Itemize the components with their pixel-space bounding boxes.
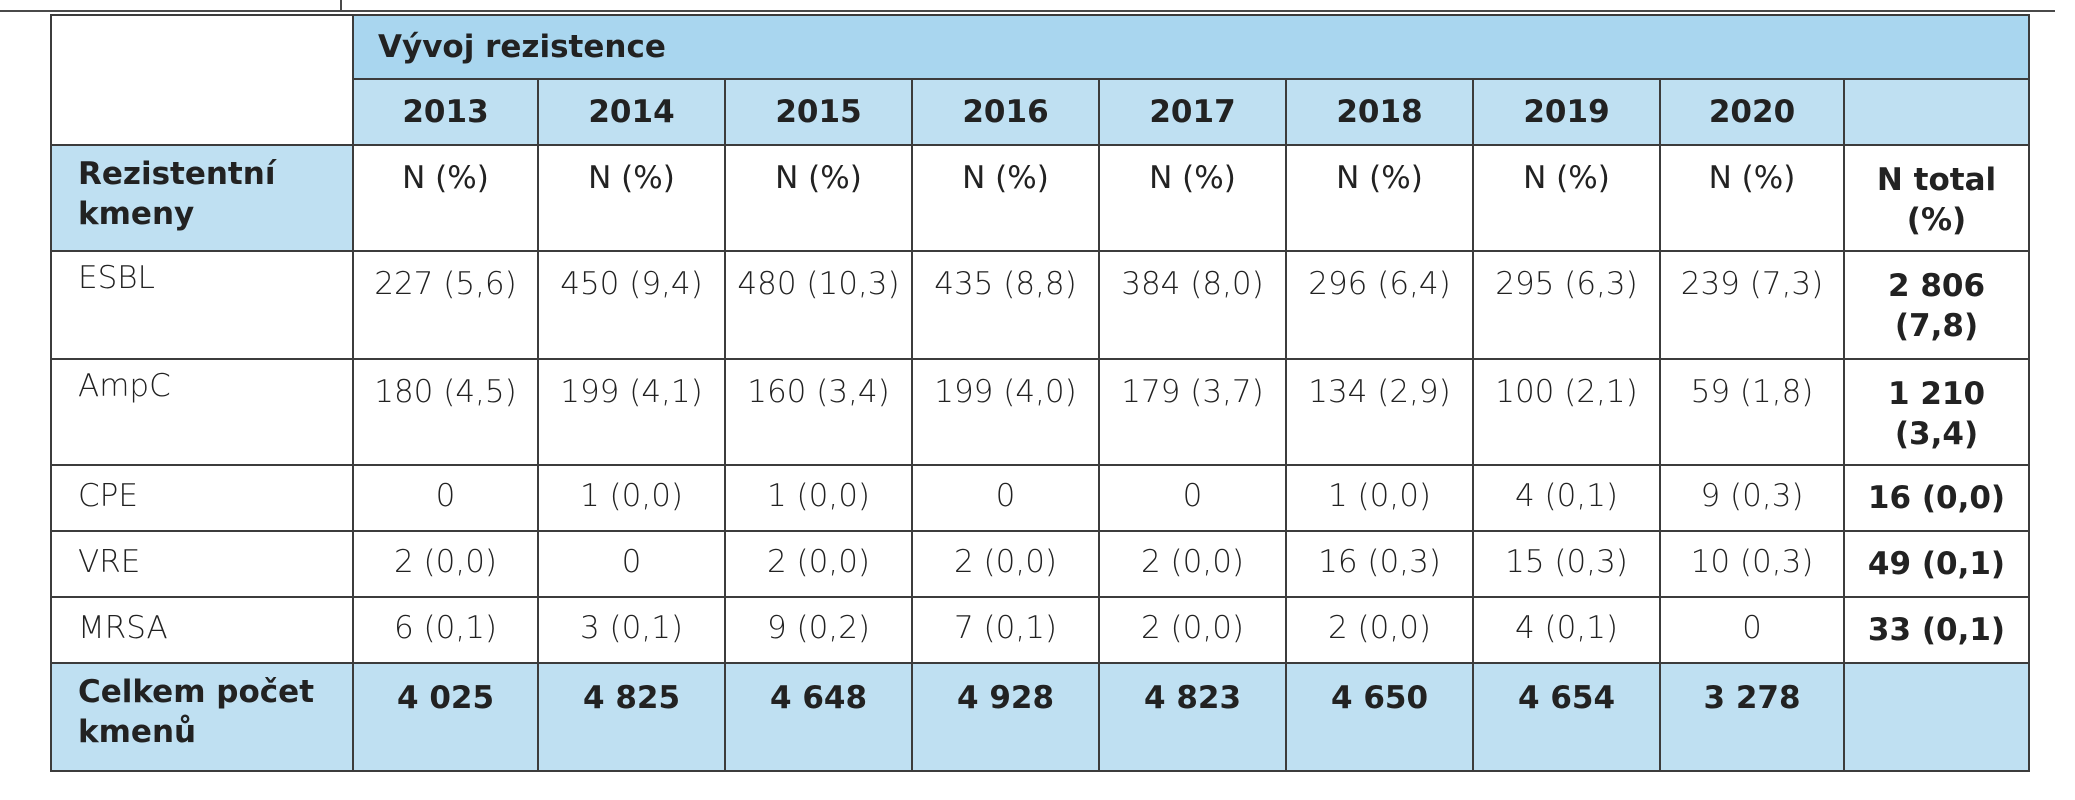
row-label-mrsa: MRSA [50, 596, 354, 664]
top-rule-tick [340, 0, 342, 10]
table-cell: 296 (6,4) [1285, 250, 1474, 360]
year-empty-cell [1843, 78, 2030, 146]
table-cell: 180 (4,5) [352, 358, 539, 466]
table-cell: 0 [352, 464, 539, 532]
table-cell: 7 (0,1) [911, 596, 1100, 664]
table-cell: 59 (1,8) [1659, 358, 1845, 466]
table-cell: 1 (0,0) [724, 464, 913, 532]
table-cell: 2 (0,0) [1285, 596, 1474, 664]
footer-cell: 4 650 [1285, 662, 1474, 772]
header-cell: N (%) [1472, 144, 1661, 252]
table-cell: 15 (0,3) [1472, 530, 1661, 598]
resistance-table: Vývoj rezistence 2013 2014 2015 2016 201… [50, 14, 2030, 772]
year-2015: 2015 [724, 78, 913, 146]
table-cell: 2 (0,0) [724, 530, 913, 598]
year-2018: 2018 [1285, 78, 1474, 146]
table-cell: 450 (9,4) [537, 250, 726, 360]
table-cell: 2 (0,0) [352, 530, 539, 598]
footer-cell: 4 648 [724, 662, 913, 772]
table-cell: 160 (3,4) [724, 358, 913, 466]
header-total-label: N total (%) [1843, 144, 2030, 252]
table-cell: 4 (0,1) [1472, 464, 1661, 532]
footer-row-label: Celkem počet kmenů [50, 662, 354, 772]
header-cell: N (%) [724, 144, 913, 252]
footer-cell: 4 654 [1472, 662, 1661, 772]
corner-cell [50, 14, 354, 146]
table-cell: 1 (0,0) [537, 464, 726, 532]
table-cell: 134 (2,9) [1285, 358, 1474, 466]
table-cell: 0 [537, 530, 726, 598]
table-cell: 6 (0,1) [352, 596, 539, 664]
header-cell: N (%) [537, 144, 726, 252]
table-cell: 0 [911, 464, 1100, 532]
table-cell: 480 (10,3) [724, 250, 913, 360]
header-cell: N (%) [352, 144, 539, 252]
header-cell: N (%) [911, 144, 1100, 252]
table-cell: 199 (4,0) [911, 358, 1100, 466]
table-cell: 239 (7,3) [1659, 250, 1845, 360]
table-cell: 179 (3,7) [1098, 358, 1287, 466]
table-cell: 1 (0,0) [1285, 464, 1474, 532]
row-total: 1 210 (3,4) [1843, 358, 2030, 466]
table-cell: 2 (0,0) [1098, 530, 1287, 598]
row-total: 16 (0,0) [1843, 464, 2030, 532]
year-2014: 2014 [537, 78, 726, 146]
year-2020: 2020 [1659, 78, 1845, 146]
footer-cell: 3 278 [1659, 662, 1845, 772]
table-cell: 435 (8,8) [911, 250, 1100, 360]
table-cell: 3 (0,1) [537, 596, 726, 664]
footer-cell: 4 025 [352, 662, 539, 772]
footer-cell: 4 823 [1098, 662, 1287, 772]
year-2019: 2019 [1472, 78, 1661, 146]
table-cell: 384 (8,0) [1098, 250, 1287, 360]
top-rule [0, 10, 2055, 12]
table-cell: 4 (0,1) [1472, 596, 1661, 664]
header-cell: N (%) [1098, 144, 1287, 252]
footer-total [1843, 662, 2030, 772]
header-cell: N (%) [1285, 144, 1474, 252]
row-label-esbl: ESBL [50, 250, 354, 360]
table-cell: 100 (2,1) [1472, 358, 1661, 466]
table-cell: 9 (0,3) [1659, 464, 1845, 532]
header-cell: N (%) [1659, 144, 1845, 252]
row-label-cpe: CPE [50, 464, 354, 532]
footer-cell: 4 928 [911, 662, 1100, 772]
year-2016: 2016 [911, 78, 1100, 146]
table-cell: 0 [1098, 464, 1287, 532]
table-cell: 9 (0,2) [724, 596, 913, 664]
table-cell: 295 (6,3) [1472, 250, 1661, 360]
table-cell: 0 [1659, 596, 1845, 664]
table-title: Vývoj rezistence [352, 14, 2030, 80]
header-row-label: Rezistentní kmeny [50, 144, 354, 252]
table-cell: 16 (0,3) [1285, 530, 1474, 598]
row-label-ampc: AmpC [50, 358, 354, 466]
table-cell: 2 (0,0) [1098, 596, 1287, 664]
table-cell: 10 (0,3) [1659, 530, 1845, 598]
table-cell: 227 (5,6) [352, 250, 539, 360]
footer-cell: 4 825 [537, 662, 726, 772]
row-total: 33 (0,1) [1843, 596, 2030, 664]
row-total: 49 (0,1) [1843, 530, 2030, 598]
row-label-vre: VRE [50, 530, 354, 598]
year-2017: 2017 [1098, 78, 1287, 146]
table-cell: 199 (4,1) [537, 358, 726, 466]
year-2013: 2013 [352, 78, 539, 146]
row-total: 2 806 (7,8) [1843, 250, 2030, 360]
table-cell: 2 (0,0) [911, 530, 1100, 598]
